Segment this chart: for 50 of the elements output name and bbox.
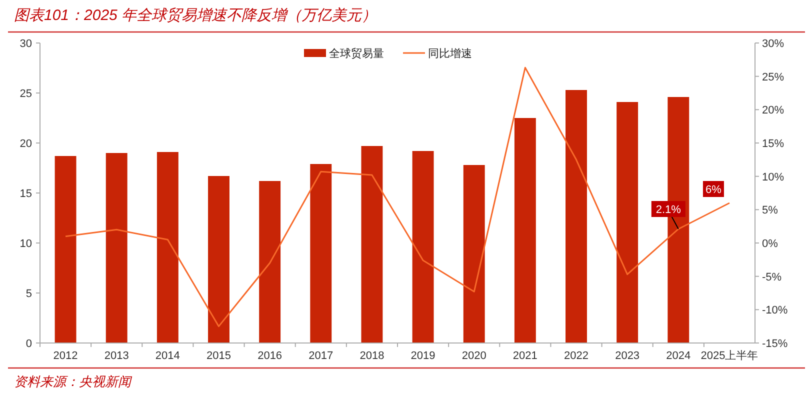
x-tick-label: 2012 <box>53 350 78 362</box>
data-label: 6% <box>706 184 722 196</box>
y2-tick-label: 0% <box>762 238 778 250</box>
y2-tick-label: 5% <box>762 204 778 217</box>
bar <box>54 156 76 343</box>
bar <box>259 181 281 343</box>
y2-tick-label: 25% <box>762 71 784 84</box>
x-tick-label: 2021 <box>512 350 538 362</box>
x-tick-label: 2023 <box>615 350 640 362</box>
chart-title: 图表101：2025 年全球贸易增速不降反增（万亿美元） <box>14 7 377 24</box>
y2-tick-label: -15% <box>762 338 788 350</box>
y2-tick-label: -10% <box>762 304 788 317</box>
y-tick-label: 0 <box>26 338 32 350</box>
bar <box>463 165 485 343</box>
bar <box>616 102 638 343</box>
bar <box>361 146 383 343</box>
y2-tick-label: -5% <box>762 271 782 284</box>
line-series <box>64 66 730 328</box>
y-tick-label: 10 <box>20 238 32 250</box>
x-tick-label: 2015 <box>206 350 231 362</box>
bar <box>208 176 230 343</box>
y-tick-label: 25 <box>20 88 32 100</box>
x-tick-label: 2025上半年 <box>700 349 758 362</box>
bar <box>156 152 178 343</box>
x-tick-label: 2017 <box>308 350 334 362</box>
x-tick-label: 2020 <box>462 350 486 362</box>
x-tick-label: 2018 <box>360 350 384 362</box>
y2-tick-label: 10% <box>762 171 784 184</box>
bar <box>310 164 332 343</box>
y-tick-label: 30 <box>20 38 32 50</box>
x-tick-label: 2019 <box>410 350 436 362</box>
legend-label: 同比增速 <box>428 47 472 60</box>
y-tick-label: 15 <box>20 188 32 200</box>
x-tick-label: 2024 <box>666 350 691 362</box>
y2-tick-label: 30% <box>762 38 784 50</box>
x-tick-label: 2016 <box>258 350 282 362</box>
bar <box>566 90 587 343</box>
x-tick-label: 2022 <box>564 350 588 362</box>
text: 资料来源：央视新闻 <box>14 374 133 389</box>
bar <box>412 151 434 343</box>
bar <box>514 118 536 343</box>
y-tick-label: 5 <box>26 288 32 300</box>
y2-tick-label: 15% <box>762 138 784 150</box>
x-tick-label: 2013 <box>104 350 129 362</box>
y-tick-label: 20 <box>20 138 32 150</box>
data-label: 2.1% <box>656 204 682 216</box>
x-tick-label: 2014 <box>155 350 180 362</box>
legend-label: 全球贸易量 <box>329 47 384 60</box>
bar <box>106 153 128 343</box>
y2-tick-label: 20% <box>762 104 784 117</box>
